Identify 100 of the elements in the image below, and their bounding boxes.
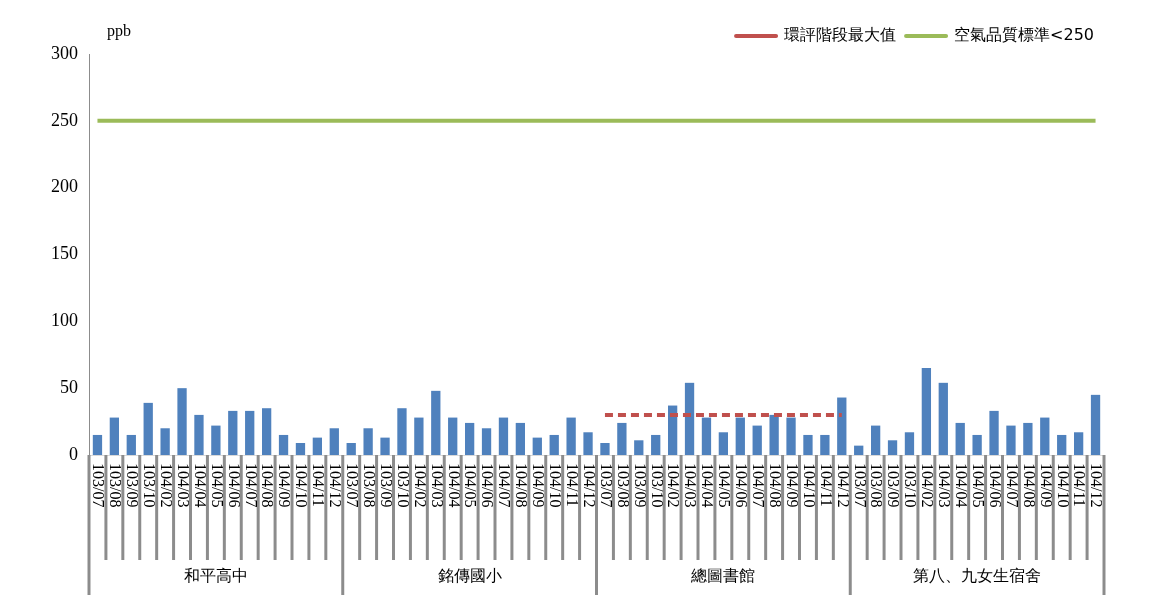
x-tick-label: 104/09 <box>276 463 294 508</box>
bar <box>820 434 830 455</box>
bar <box>92 434 103 455</box>
x-tick-label: 104/05 <box>969 463 987 508</box>
x-tick-label: 104/08 <box>513 463 531 508</box>
x-tick-label: 104/07 <box>750 463 768 508</box>
text: 和平高中 <box>183 566 248 586</box>
y-tick-label: 0 <box>69 443 78 464</box>
x-tick-label: 104/09 <box>530 463 548 508</box>
legend-label: 空氣品質標準<250 <box>954 25 1095 45</box>
x-tick-label: 104/07 <box>1003 463 1021 508</box>
bar <box>126 434 136 455</box>
bar <box>837 397 847 455</box>
bar <box>752 425 762 455</box>
bar <box>887 440 898 455</box>
bar <box>769 414 779 455</box>
x-tick-label: 103/08 <box>360 463 378 508</box>
x-tick-label: 104/02 <box>665 463 683 508</box>
x-tick-label: 104/09 <box>783 463 801 508</box>
x-tick-label: 103/09 <box>124 463 142 508</box>
x-tick-label: 104/12 <box>834 463 852 508</box>
x-tick-label: 104/11 <box>563 463 581 507</box>
bar <box>515 422 526 455</box>
x-tick-label: 104/10 <box>293 463 311 508</box>
bar <box>667 405 678 455</box>
x-tick-label: 104/03 <box>428 463 446 508</box>
x-tick-label: 104/06 <box>733 463 751 508</box>
bar <box>346 442 356 455</box>
bar <box>295 442 306 455</box>
bar <box>397 408 407 455</box>
bar <box>566 417 576 455</box>
x-tick-label: 104/10 <box>800 463 818 508</box>
bar <box>972 434 982 455</box>
x-tick-label: 104/12 <box>580 463 598 508</box>
x-tick-label: 104/05 <box>208 463 226 508</box>
bar <box>718 432 729 455</box>
text: 總圖書館 <box>690 566 756 586</box>
x-tick-label: 103/07 <box>90 463 108 508</box>
x-tick-label: 104/10 <box>1054 463 1072 508</box>
x-tick-label: 103/07 <box>851 463 869 508</box>
x-tick-label: 104/12 <box>1088 463 1106 508</box>
bar <box>955 422 965 455</box>
bar <box>854 445 864 455</box>
x-tick-label: 103/10 <box>902 463 920 508</box>
bar <box>363 428 373 455</box>
x-tick-label: 104/08 <box>259 463 277 508</box>
x-tick-label: 104/03 <box>174 463 192 508</box>
x-tick-label: 103/07 <box>597 463 615 508</box>
x-tick-label: 103/10 <box>394 463 412 508</box>
text: 銘傳國小 <box>437 566 502 586</box>
bar <box>414 417 424 455</box>
x-tick-label: 104/03 <box>936 463 954 508</box>
x-tick-label: 104/06 <box>986 463 1004 508</box>
bar <box>634 440 644 455</box>
bar <box>684 382 695 455</box>
bar <box>278 434 289 455</box>
x-tick-label: 104/08 <box>1020 463 1038 508</box>
bar <box>651 434 661 455</box>
x-tick-label: 104/11 <box>817 463 835 507</box>
bar <box>380 437 390 455</box>
x-tick-label: 104/05 <box>716 463 734 508</box>
x-tick-label: 104/09 <box>1037 463 1055 508</box>
x-tick-label: 104/10 <box>547 463 565 508</box>
x-tick-label: 104/12 <box>327 463 345 508</box>
x-tick-label: 104/07 <box>242 463 260 508</box>
bar <box>1040 417 1050 455</box>
x-tick-label: 103/08 <box>614 463 632 508</box>
bar <box>481 428 492 455</box>
y-tick-label: 150 <box>51 243 78 264</box>
x-tick-label: 104/04 <box>445 463 463 508</box>
legend-label: 環評階段最大值 <box>784 25 897 45</box>
x-tick-label: 103/07 <box>344 463 362 508</box>
y-tick-label: 250 <box>51 109 78 130</box>
bar <box>177 388 187 455</box>
x-tick-label: 104/08 <box>766 463 784 508</box>
bar <box>312 437 323 455</box>
bar <box>245 410 255 455</box>
x-tick-label: 104/03 <box>682 463 700 508</box>
bar <box>583 432 593 455</box>
x-tick-label: 103/09 <box>377 463 395 508</box>
bar <box>549 434 559 455</box>
x-tick-label: 104/06 <box>225 463 243 508</box>
bar <box>498 417 509 455</box>
x-tick-label: 104/04 <box>699 463 717 508</box>
x-tick-label: 104/02 <box>919 463 937 508</box>
x-tick-label: 104/04 <box>191 463 209 508</box>
bar <box>803 434 813 455</box>
bar <box>1057 434 1067 455</box>
x-tick-label: 104/04 <box>953 463 971 508</box>
bar <box>617 422 627 455</box>
bar <box>431 390 441 455</box>
x-tick-label: 104/07 <box>496 463 514 508</box>
bar <box>211 425 221 455</box>
y-tick-label: 50 <box>60 376 78 397</box>
text: 第八、九女生宿舍 <box>913 566 1042 586</box>
y-tick-label: 200 <box>51 176 78 197</box>
bar <box>786 417 796 455</box>
x-tick-label: 103/09 <box>885 463 903 508</box>
x-tick-label: 104/11 <box>1071 463 1089 507</box>
bar <box>532 437 542 455</box>
